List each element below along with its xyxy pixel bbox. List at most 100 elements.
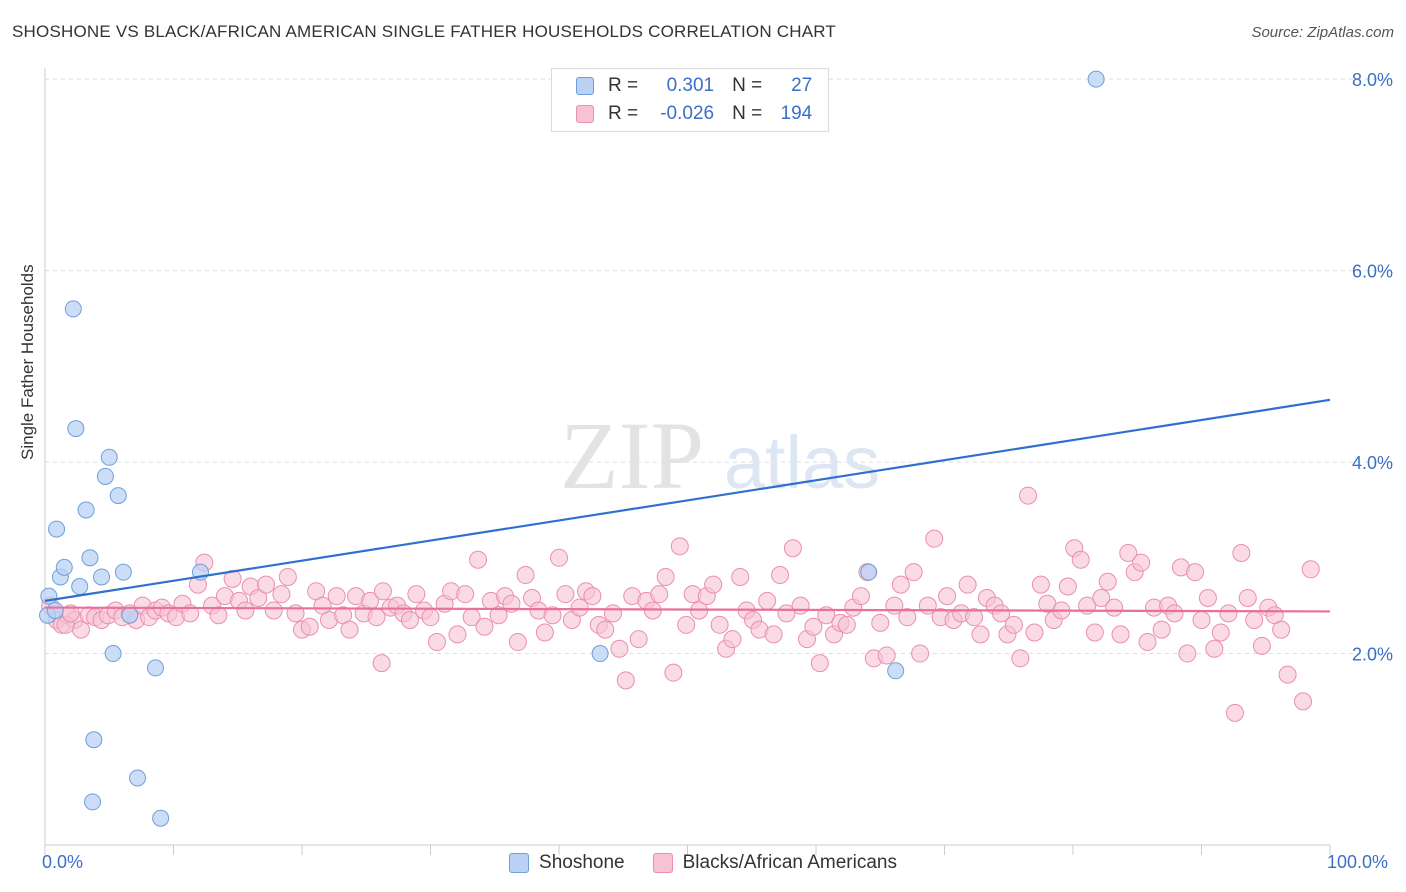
- black-point: [1232, 544, 1251, 563]
- black-point: [771, 566, 790, 585]
- black-point: [278, 567, 297, 586]
- black-point: [1219, 604, 1238, 623]
- shoshone-point: [104, 645, 122, 663]
- black-point: [1031, 575, 1050, 594]
- black-point: [1186, 563, 1205, 582]
- black-point: [1225, 703, 1244, 722]
- black-point: [1294, 692, 1313, 711]
- black-point: [758, 591, 777, 610]
- source-label: Source: ZipAtlas.com: [1251, 24, 1394, 41]
- black-point: [400, 611, 419, 630]
- axes: [44, 68, 1331, 855]
- black-point: [1058, 577, 1077, 596]
- series-shoshone-points: [39, 70, 1105, 827]
- shoshone-point: [85, 731, 103, 749]
- black-point: [925, 529, 944, 548]
- shoshone-point: [100, 448, 118, 466]
- black-point: [1019, 486, 1038, 505]
- black-point: [783, 539, 802, 558]
- watermark: ZIP atlas: [560, 402, 880, 509]
- n-label: N =: [732, 103, 763, 124]
- black-point: [1111, 625, 1130, 644]
- black-point: [904, 563, 923, 582]
- black-point: [1011, 649, 1030, 668]
- black-point: [516, 566, 535, 585]
- black-point: [851, 587, 870, 606]
- black-point: [1071, 550, 1090, 569]
- black-point: [1092, 589, 1111, 608]
- legend-item-shoshone[interactable]: Shoshone: [509, 852, 625, 874]
- black-point: [373, 582, 392, 601]
- black-point: [556, 585, 575, 604]
- trend-lines: [44, 398, 1331, 613]
- shoshone-point: [121, 606, 139, 624]
- black-point: [610, 639, 629, 658]
- black-point: [1211, 623, 1230, 642]
- black-point: [300, 617, 319, 636]
- black-point: [1152, 620, 1171, 639]
- x-tick-max: 100.0%: [1327, 852, 1389, 872]
- black-point: [877, 646, 896, 665]
- black-point: [583, 587, 602, 606]
- shoshone-point: [77, 501, 95, 519]
- shoshone-point: [81, 549, 99, 567]
- legend-swatch-black: [652, 853, 673, 873]
- black-point: [1025, 623, 1044, 642]
- r-value-shoshone: 0.301: [666, 75, 715, 96]
- shoshone-point: [84, 793, 102, 811]
- black-point: [535, 623, 554, 642]
- black-point: [677, 615, 696, 634]
- trend-line-black: [44, 606, 1331, 613]
- black-point: [810, 654, 829, 673]
- shoshone-point: [96, 467, 114, 485]
- r-value-black: -0.026: [660, 103, 715, 124]
- black-point: [629, 630, 648, 649]
- black-point: [427, 633, 446, 652]
- shoshone-point: [55, 558, 73, 576]
- n-label: N =: [732, 75, 763, 96]
- series-black-points: [41, 486, 1320, 722]
- shoshone-point: [591, 645, 609, 663]
- swatch-shoshone: [576, 77, 594, 95]
- black-point: [209, 606, 228, 625]
- black-point: [871, 613, 890, 632]
- shoshone-point: [93, 568, 111, 586]
- black-point: [1165, 604, 1184, 623]
- shoshone-point: [1087, 70, 1105, 88]
- black-point: [616, 671, 635, 690]
- legend-label-black: Blacks/African Americans: [682, 852, 897, 873]
- black-point: [911, 644, 930, 663]
- black-point: [804, 617, 823, 636]
- black-point: [1138, 633, 1157, 652]
- series-legend: Shoshone Blacks/African Americans: [0, 852, 1406, 874]
- black-point: [958, 575, 977, 594]
- stats-row-black: R = -0.026 N = 194: [552, 101, 812, 127]
- shoshone-point: [71, 578, 89, 596]
- black-point: [1272, 620, 1291, 639]
- black-point: [938, 587, 957, 606]
- black-point: [448, 625, 467, 644]
- x-tick-min: 0.0%: [42, 852, 84, 872]
- watermark-zip: ZIP: [560, 402, 704, 509]
- swatch-black: [576, 105, 594, 123]
- y-tick-labels: 2.0% 4.0% 6.0% 8.0%: [1352, 70, 1393, 664]
- black-point: [236, 601, 255, 620]
- black-point: [469, 550, 488, 569]
- black-point: [327, 587, 346, 606]
- shoshone-point: [64, 300, 82, 318]
- black-point: [570, 598, 589, 617]
- black-point: [971, 625, 990, 644]
- y-axis-label: Single Father Households: [18, 264, 37, 460]
- black-point: [1192, 611, 1211, 630]
- y-tick-label: 6.0%: [1352, 262, 1393, 282]
- legend-swatch-shoshone: [509, 853, 530, 873]
- trend-line-shoshone: [44, 398, 1331, 602]
- legend-item-black[interactable]: Blacks/African Americans: [652, 852, 897, 874]
- black-point: [965, 608, 984, 627]
- black-point: [791, 596, 810, 615]
- black-point: [272, 585, 291, 604]
- black-point: [407, 585, 426, 604]
- y-tick-label: 8.0%: [1352, 70, 1393, 90]
- black-point: [837, 615, 856, 634]
- shoshone-point: [40, 587, 58, 605]
